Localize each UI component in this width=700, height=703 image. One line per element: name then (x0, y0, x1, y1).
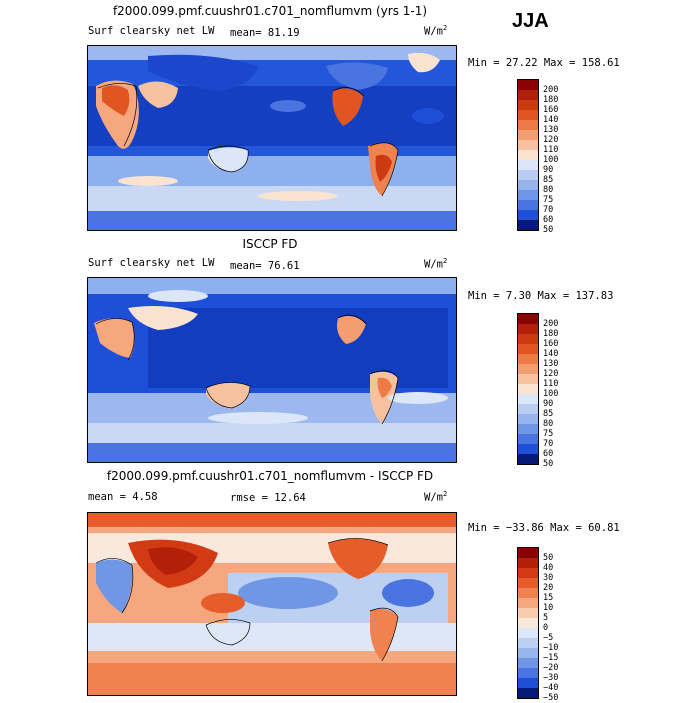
panel2-colorbar (517, 313, 539, 465)
cb-label: 0 (543, 623, 549, 633)
panel1-units: W/m2 (424, 24, 448, 38)
cb-label: 50 (543, 225, 554, 235)
cb-label: 100 (543, 155, 559, 165)
season-label: JJA (512, 10, 549, 32)
cb-label: −15 (543, 653, 559, 663)
panel1-colorbar (517, 79, 539, 231)
panel1-heading: f2000.099.pmf.cuushr01.c701_nomflumvm (y… (112, 4, 428, 18)
cb-label: 120 (543, 135, 559, 145)
cb-label: 75 (543, 195, 554, 205)
cb-label: −30 (543, 673, 559, 683)
cb-label: 40 (543, 563, 554, 573)
cb-label: 70 (543, 439, 554, 449)
cb-label: 160 (543, 339, 559, 349)
cb-label: −5 (543, 633, 554, 643)
cb-label: 15 (543, 593, 554, 603)
cb-label: 130 (543, 359, 559, 369)
cb-label: −50 (543, 693, 559, 703)
cb-label: 50 (543, 553, 554, 563)
panel1-colorbar-labels: 200 180 160 140 130 120 110 100 90 85 80… (543, 85, 558, 235)
panel3-units: W/m2 (424, 490, 448, 504)
cb-label: 60 (543, 449, 554, 459)
cb-label: 90 (543, 399, 554, 409)
cb-label: 100 (543, 389, 559, 399)
panel3-map-field (88, 513, 456, 695)
panel3-colorbar (517, 547, 539, 699)
panel2-minmax: Min = 7.30 Max = 137.83 (468, 290, 614, 302)
panel1-map-field (88, 46, 456, 230)
cb-label: 160 (543, 105, 559, 115)
cb-label: 85 (543, 409, 554, 419)
cb-label: 10 (543, 603, 554, 613)
cb-label: 180 (543, 329, 559, 339)
panel1-minmax: Min = 27.22 Max = 158.61 (468, 57, 620, 69)
panel2-heading: ISCCP FD (242, 237, 298, 251)
panel3-colorbar-labels: 50 40 30 20 15 10 5 0 −5 −10 −15 −20 −30… (543, 553, 558, 703)
cb-label: 75 (543, 429, 554, 439)
cb-label: −20 (543, 663, 559, 673)
cb-label: 120 (543, 369, 559, 379)
cb-label: 90 (543, 165, 554, 175)
panel2-units: W/m2 (424, 257, 448, 271)
cb-label: 140 (543, 349, 559, 359)
panel3-minmax: Min = −33.86 Max = 60.81 (468, 522, 620, 534)
panel1-mean: mean= 81.19 (230, 27, 300, 39)
cb-label: 85 (543, 175, 554, 185)
cb-label: 130 (543, 125, 559, 135)
cb-label: 60 (543, 215, 554, 225)
panel2-variable-label: Surf clearsky net LW (88, 257, 215, 269)
panel2-map-field (88, 278, 456, 462)
cb-label: 80 (543, 419, 554, 429)
cb-label: 140 (543, 115, 559, 125)
cb-label: −40 (543, 683, 559, 693)
panel2-mean: mean= 76.61 (230, 260, 300, 272)
cb-label: 200 (543, 319, 559, 329)
cb-label: 110 (543, 379, 559, 389)
cb-label: 80 (543, 185, 554, 195)
panel3-heading: f2000.099.pmf.cuushr01.c701_nomflumvm - … (106, 469, 434, 483)
panel3-mean: mean = 4.58 (88, 491, 158, 503)
cb-label: 30 (543, 573, 554, 583)
panel2-colorbar-labels: 200 180 160 140 130 120 110 100 90 85 80… (543, 319, 558, 469)
panel1-variable-label: Surf clearsky net LW (88, 25, 215, 37)
cb-label: 200 (543, 85, 559, 95)
cb-label: −10 (543, 643, 559, 653)
panel1-map (87, 45, 457, 231)
panel2-map (87, 277, 457, 463)
cb-label: 5 (543, 613, 549, 623)
cb-label: 110 (543, 145, 559, 155)
cb-label: 70 (543, 205, 554, 215)
cb-label: 50 (543, 459, 554, 469)
panel3-map (87, 512, 457, 696)
panel3-rmse: rmse = 12.64 (230, 492, 306, 504)
cb-label: 20 (543, 583, 554, 593)
cb-label: 180 (543, 95, 559, 105)
